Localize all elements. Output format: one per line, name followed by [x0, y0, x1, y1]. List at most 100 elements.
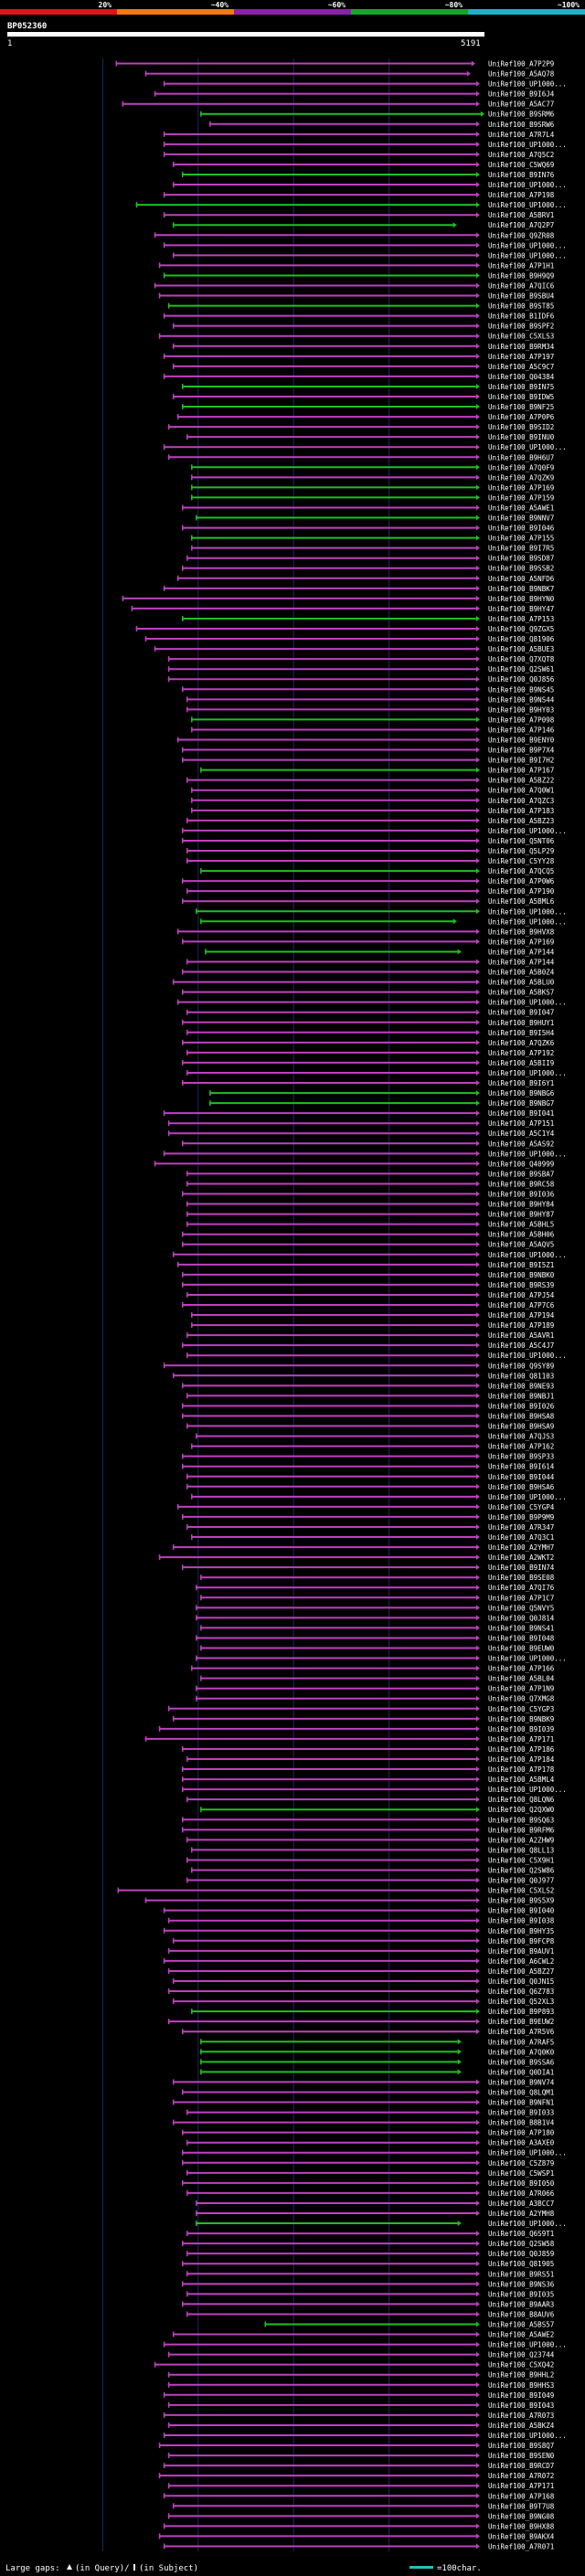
hit-label[interactable]: UniRef100_A5BS57 — [488, 2320, 554, 2328]
hit-label[interactable]: UniRef100_UP1000... — [488, 1352, 567, 1360]
hit-row[interactable]: UniRef100_A7R5V6 — [181, 2028, 555, 2036]
hit-label[interactable]: UniRef100_A5AS92 — [488, 1140, 554, 1148]
hit-label[interactable]: UniRef100_A7P2P9 — [488, 60, 554, 69]
hit-label[interactable]: UniRef100_B9RM34 — [488, 343, 555, 351]
hit-row[interactable]: UniRef100_B9HYN0 — [122, 595, 555, 603]
hit-label[interactable]: UniRef100_B9NS45 — [488, 685, 554, 694]
hit-row[interactable]: UniRef100_B9HSA8 — [181, 1412, 555, 1420]
hit-label[interactable]: UniRef100_B9NE93 — [488, 1382, 554, 1390]
hit-row[interactable]: UniRef100_A7QZC3 — [191, 797, 554, 805]
hit-label[interactable]: UniRef100_UP1000... — [488, 241, 567, 249]
hit-label[interactable]: UniRef100_B9NBJ1 — [488, 1392, 554, 1400]
hit-row[interactable]: UniRef100_B9SRW6 — [209, 121, 555, 129]
hit-row[interactable]: UniRef100_C5YGP4 — [176, 1503, 555, 1511]
hit-label[interactable]: UniRef100_B9HX88 — [488, 2522, 555, 2530]
hit-row[interactable]: UniRef100_A7Q2P7 — [172, 221, 554, 229]
hit-label[interactable]: UniRef100_A7P171 — [488, 1735, 554, 1744]
hit-label[interactable]: UniRef100_A5NFD6 — [488, 575, 555, 583]
hit-label[interactable]: UniRef100_A5BUE3 — [488, 645, 554, 653]
hit-row[interactable]: UniRef100_A7Q0K0 — [200, 2048, 555, 2056]
hit-row[interactable]: UniRef100_C5YY28 — [186, 857, 555, 865]
hit-row[interactable]: UniRef100_A2WKT2 — [158, 1553, 554, 1562]
hit-label[interactable]: UniRef100_A7P183 — [488, 807, 554, 815]
hit-label[interactable]: UniRef100_A7R7L4 — [488, 131, 555, 139]
hit-row[interactable]: UniRef100_UP1000... — [196, 907, 567, 916]
hit-label[interactable]: UniRef100_C5XQ42 — [488, 2361, 554, 2369]
hit-label[interactable]: UniRef100_B9SID2 — [488, 423, 554, 431]
hit-label[interactable]: UniRef100_A7P098 — [488, 716, 555, 724]
hit-label[interactable]: UniRef100_A7PJ54 — [488, 1291, 555, 1299]
hit-row[interactable]: UniRef100_B9SBU4 — [158, 292, 555, 301]
hit-label[interactable]: UniRef100_A3BCC7 — [488, 2200, 554, 2208]
hit-label[interactable]: UniRef100_A7QI76 — [488, 1584, 555, 1592]
hit-label[interactable]: UniRef100_Q0J977 — [488, 1877, 554, 1885]
hit-label[interactable]: UniRef100_B9SSB2 — [488, 565, 554, 573]
hit-label[interactable]: UniRef100_A7R072 — [488, 2472, 554, 2480]
hit-label[interactable]: UniRef100_A3AXE0 — [488, 2139, 555, 2147]
hit-row[interactable]: UniRef100_A7P144 — [186, 958, 555, 966]
hit-row[interactable]: UniRef100_A7Q0F9 — [191, 463, 554, 472]
hit-label[interactable]: UniRef100_B9NV74 — [488, 2078, 555, 2086]
hit-row[interactable]: UniRef100_A7P168 — [163, 2492, 555, 2500]
hit-row[interactable]: UniRef100_UP1000... — [163, 141, 567, 149]
hit-label[interactable]: UniRef100_B9SQ63 — [488, 1816, 554, 1824]
hit-label[interactable]: UniRef100_A2YMH7 — [488, 1543, 554, 1552]
hit-row[interactable]: UniRef100_A7R072 — [158, 2472, 554, 2480]
hit-label[interactable]: UniRef100_A7P171 — [488, 2482, 554, 2490]
hit-row[interactable]: UniRef100_A5AWE1 — [181, 504, 554, 512]
hit-label[interactable]: UniRef100_B9I033 — [488, 2109, 554, 2117]
hit-row[interactable]: UniRef100_B9I026 — [181, 1402, 555, 1410]
hit-label[interactable]: UniRef100_A7P180 — [488, 2129, 555, 2137]
hit-label[interactable]: UniRef100_B9I036 — [488, 1191, 555, 1199]
hit-row[interactable]: UniRef100_A7P1H1 — [158, 261, 554, 270]
hit-label[interactable]: UniRef100_Q5LP29 — [488, 847, 554, 855]
hit-row[interactable]: UniRef100_A5C4J7 — [181, 1341, 554, 1350]
hit-label[interactable]: UniRef100_A2YMH8 — [488, 2210, 555, 2218]
hit-row[interactable]: UniRef100_B9SEN0 — [167, 2452, 555, 2460]
hit-label[interactable]: UniRef100_Q2SW86 — [488, 1866, 555, 1874]
hit-row[interactable]: UniRef100_B9NV74 — [172, 2078, 555, 2086]
hit-row[interactable]: UniRef100_A7P151 — [167, 1119, 554, 1128]
hit-row[interactable]: UniRef100_A5NFD6 — [176, 575, 555, 583]
hit-label[interactable]: UniRef100_C5YY28 — [488, 857, 555, 865]
hit-row[interactable]: UniRef100_B9FCP8 — [172, 1937, 555, 1945]
hit-label[interactable]: UniRef100_Q0DIA1 — [488, 2068, 554, 2076]
hit-label[interactable]: UniRef100_B9AKX4 — [488, 2532, 555, 2540]
hit-label[interactable]: UniRef100_B9IN76 — [488, 171, 555, 179]
hit-label[interactable]: UniRef100_B9NG08 — [488, 2512, 555, 2520]
hit-row[interactable]: UniRef100_Q81906 — [144, 635, 555, 643]
hit-label[interactable]: UniRef100_A7P153 — [488, 615, 554, 623]
hit-row[interactable]: UniRef100_A5AQV5 — [181, 1241, 554, 1249]
hit-label[interactable]: UniRef100_B9SD87 — [488, 555, 554, 563]
hit-label[interactable]: UniRef100_A5AQV5 — [488, 1241, 554, 1249]
hit-label[interactable]: UniRef100_A5BRV1 — [488, 211, 554, 219]
hit-row[interactable]: UniRef100_A7P198 — [163, 191, 555, 199]
hit-row[interactable]: UniRef100_B9SD87 — [186, 555, 554, 563]
hit-row[interactable]: UniRef100_C5X9H1 — [186, 1856, 554, 1864]
hit-label[interactable]: UniRef100_B9NBK7 — [488, 585, 554, 593]
hit-label[interactable]: UniRef100_B9HVX8 — [488, 928, 555, 936]
hit-label[interactable]: UniRef100_B9NBG7 — [488, 1099, 554, 1108]
hit-row[interactable]: UniRef100_Q81103 — [172, 1372, 554, 1380]
hit-label[interactable]: UniRef100_A7P168 — [488, 2492, 555, 2500]
hit-label[interactable]: UniRef100_A5BZ22 — [488, 777, 554, 785]
hit-row[interactable]: UniRef100_A7P153 — [181, 615, 554, 623]
hit-label[interactable]: UniRef100_B9SPF2 — [488, 323, 554, 331]
hit-label[interactable]: UniRef100_C5XLS2 — [488, 1887, 554, 1895]
hit-row[interactable]: UniRef100_B9SQ63 — [181, 1816, 554, 1824]
hit-label[interactable]: UniRef100_B9I7H2 — [488, 757, 554, 765]
hit-label[interactable]: UniRef100_UP1000... — [488, 2341, 567, 2349]
hit-label[interactable]: UniRef100_B9ST85 — [488, 302, 554, 311]
hit-label[interactable]: UniRef100_Q9SY89 — [488, 1362, 554, 1370]
hit-row[interactable]: UniRef100_B9NNV7 — [196, 514, 554, 523]
hit-row[interactable]: UniRef100_B9AAR3 — [181, 2300, 554, 2308]
hit-label[interactable]: UniRef100_B9H9Q9 — [488, 271, 554, 280]
hit-row[interactable]: UniRef100_A7P098 — [191, 716, 555, 724]
hit-row[interactable]: UniRef100_A5BML4 — [181, 1776, 555, 1784]
hit-row[interactable]: UniRef100_B9NBK7 — [163, 585, 554, 593]
hit-label[interactable]: UniRef100_Q23744 — [488, 2351, 555, 2359]
hit-label[interactable]: UniRef100_A7P1H1 — [488, 261, 554, 270]
hit-row[interactable]: UniRef100_B9HUY1 — [181, 1019, 554, 1027]
hit-row[interactable]: UniRef100_B9INU0 — [186, 433, 555, 441]
hit-row[interactable]: UniRef100_Q2SW58 — [181, 2240, 555, 2248]
